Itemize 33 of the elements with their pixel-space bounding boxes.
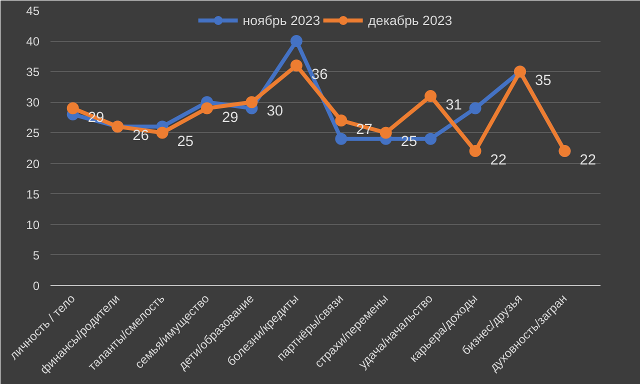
data-label: 30 <box>266 104 284 120</box>
legend-label: декабрь 2023 <box>368 12 452 28</box>
y-tick-label: 25 <box>26 126 40 140</box>
data-label: 22 <box>490 152 507 169</box>
point <box>201 102 214 114</box>
point <box>335 114 348 126</box>
point <box>469 145 482 158</box>
data-label: 29 <box>222 110 238 126</box>
y-tick-label: 15 <box>26 187 40 202</box>
point <box>424 90 437 102</box>
y-tick-label: 30 <box>26 96 40 110</box>
data-label: 35 <box>535 73 552 90</box>
point <box>424 132 437 145</box>
data-label: 31 <box>446 98 462 114</box>
y-tick-label: 5 <box>32 248 40 262</box>
y-tick-label: 10 <box>26 218 40 232</box>
y-tick-label: 45 <box>26 4 40 18</box>
legend-label: ноябрь 2023 <box>242 12 320 28</box>
point <box>290 35 302 48</box>
data-label: 26 <box>132 128 149 144</box>
point <box>469 102 482 114</box>
y-tick-label: 35 <box>26 65 40 80</box>
y-tick-label: 20 <box>26 156 40 171</box>
point <box>290 60 302 72</box>
y-tick-label: 0 <box>32 279 40 293</box>
point <box>335 132 348 145</box>
data-label: 25 <box>177 134 194 150</box>
y-tick-label: 40 <box>26 34 40 49</box>
point <box>380 126 392 139</box>
point <box>246 96 258 108</box>
point <box>156 126 168 139</box>
point <box>66 102 79 114</box>
data-label: 22 <box>580 152 596 169</box>
